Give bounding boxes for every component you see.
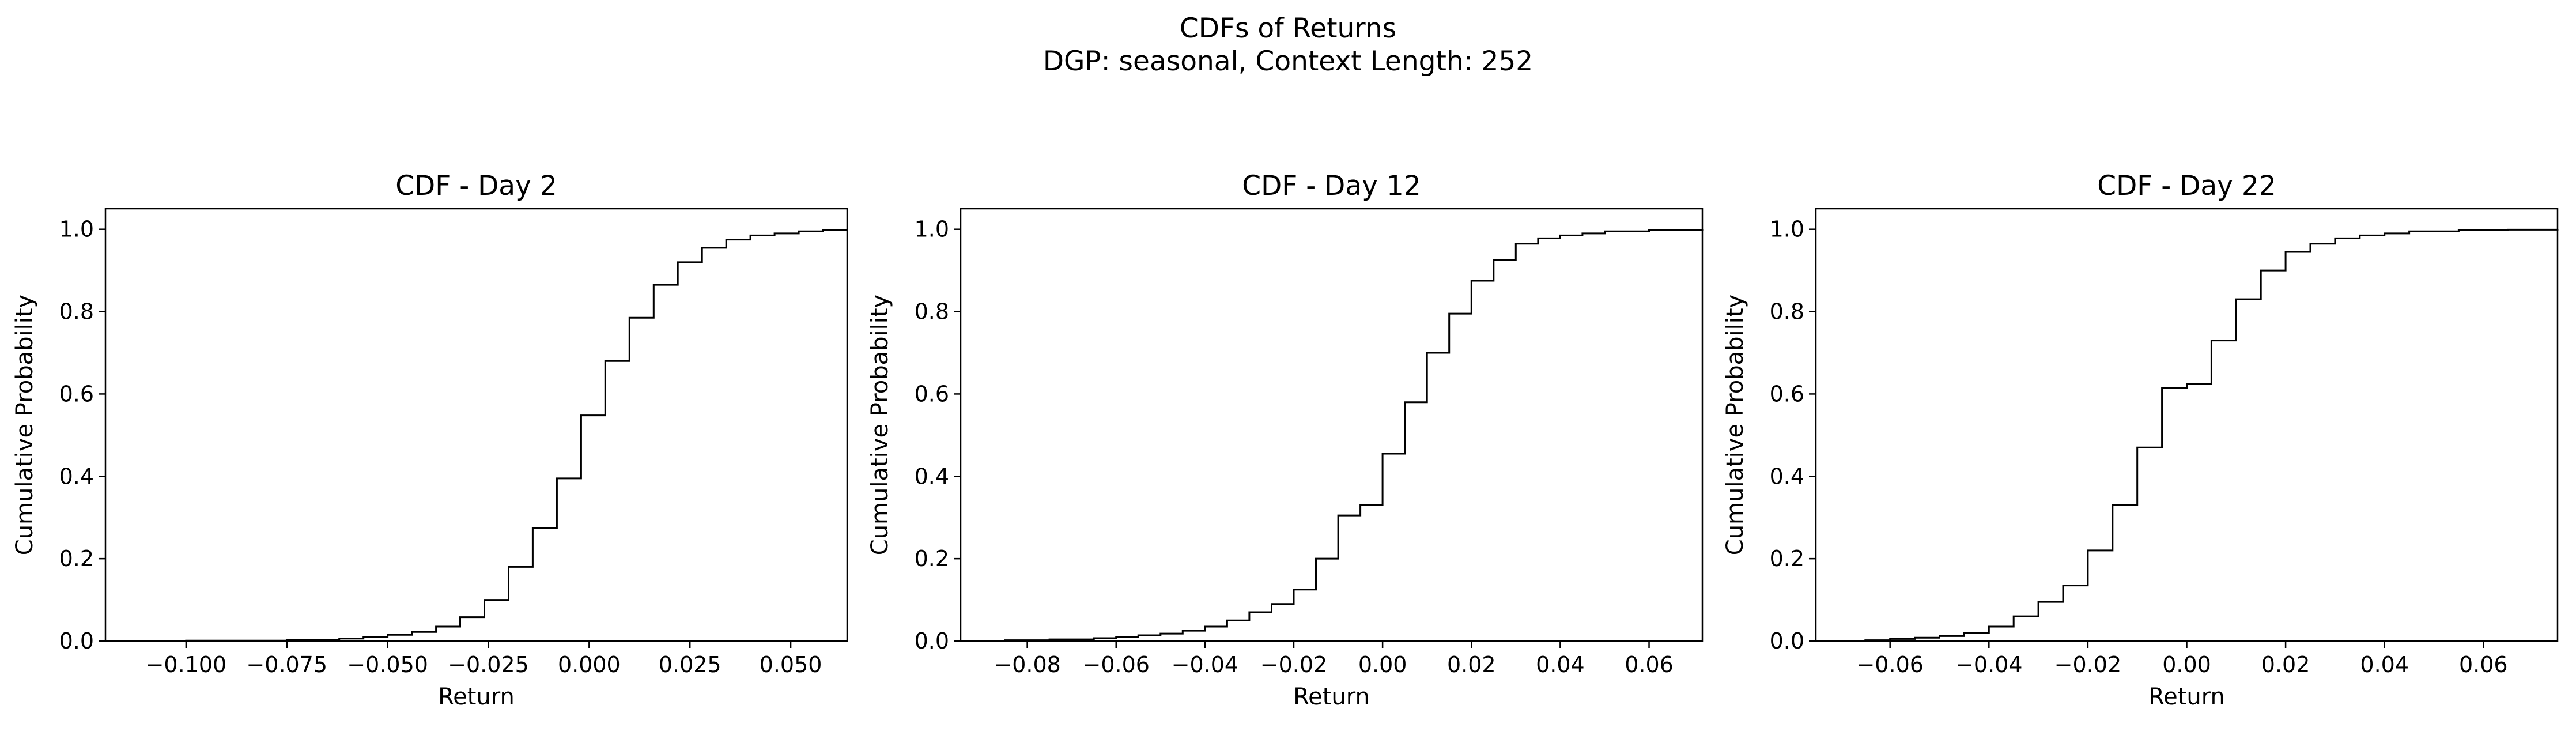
x-tick-label: 0.00 <box>1358 652 1407 677</box>
x-tick-label: −0.050 <box>347 652 428 677</box>
x-tick-label: 0.00 <box>2162 652 2211 677</box>
x-tick-label: −0.02 <box>1260 652 1327 677</box>
y-axis-label: Cumulative Probability <box>867 295 893 555</box>
plot-frame <box>104 208 848 642</box>
y-tick-label: 0.2 <box>1770 546 1804 571</box>
plot-frame <box>960 208 1704 642</box>
y-tick-label: 0.4 <box>1770 463 1804 489</box>
x-tick-label: 0.02 <box>1447 652 1496 677</box>
y-tick-label: 0.6 <box>59 381 94 406</box>
subplot-3: −0.06 −0.04 −0.02 0.00 0.02 0.04 0.06 0.0 0.2 0.4… <box>1722 170 2559 710</box>
y-tick-label: 0.6 <box>915 381 949 406</box>
x-axis-label: Return <box>438 684 515 710</box>
subplot-title: CDF - Day 2 <box>395 170 557 202</box>
x-axis-label: Return <box>2148 684 2225 710</box>
y-tick-label: 1.0 <box>1770 217 1804 242</box>
x-tick-label: −0.075 <box>246 652 327 677</box>
x-tick-label: 0.04 <box>2360 652 2409 677</box>
y-tick-label: 0.4 <box>915 463 949 489</box>
y-tick-label: 1.0 <box>915 217 949 242</box>
y-tick-label: 0.2 <box>915 546 949 571</box>
y-tick-label: 1.0 <box>59 217 94 242</box>
y-tick-label: 0.8 <box>915 299 949 325</box>
y-tick-label: 0.0 <box>1770 628 1804 654</box>
y-tick-label: 0.0 <box>59 628 94 654</box>
y-tick-label: 0.0 <box>915 628 949 654</box>
cdf-step-line <box>1816 228 2559 642</box>
x-tick-label: −0.100 <box>146 652 227 677</box>
x-tick-label: 0.000 <box>558 652 621 677</box>
plot-frame <box>1815 208 2559 642</box>
x-tick-label: −0.04 <box>1172 652 1238 677</box>
y-tick-label: 0.6 <box>1770 381 1804 406</box>
y-tick-label: 0.8 <box>59 299 94 325</box>
figure-title-line1: CDFs of Returns <box>1180 13 1396 44</box>
y-axis-label: Cumulative Probability <box>1722 295 1748 555</box>
subplot-1: −0.100 −0.075 −0.050 −0.025 0.000 0.025 0.050 0… <box>12 170 848 710</box>
x-tick-label: 0.050 <box>760 652 822 677</box>
x-tick-label: −0.06 <box>1083 652 1150 677</box>
y-tick-label: 0.8 <box>1770 299 1804 325</box>
x-tick-label: 0.06 <box>2459 652 2508 677</box>
figure-title-line2: DGP: seasonal, Context Length: 252 <box>1043 46 1533 77</box>
subplots: −0.100 −0.075 −0.050 −0.025 0.000 0.025 0.050 0… <box>12 170 2559 710</box>
x-tick-label: −0.04 <box>1955 652 2022 677</box>
cdf-step-line <box>961 229 1704 642</box>
y-tick-label: 0.2 <box>59 546 94 571</box>
x-tick-label: −0.08 <box>994 652 1060 677</box>
x-tick-label: 0.025 <box>659 652 722 677</box>
x-tick-label: 0.02 <box>2261 652 2310 677</box>
subplot-2: −0.08 −0.06 −0.04 −0.02 0.00 0.02 0.04 0.06 0.0 0… <box>867 170 1704 710</box>
x-tick-label: 0.04 <box>1536 652 1585 677</box>
x-tick-label: −0.06 <box>1856 652 1923 677</box>
y-tick-label: 0.4 <box>59 463 94 489</box>
cdf-step-line <box>105 229 848 642</box>
x-tick-label: 0.06 <box>1625 652 1674 677</box>
x-tick-label: −0.025 <box>448 652 529 677</box>
x-tick-label: −0.02 <box>2054 652 2121 677</box>
x-axis-label: Return <box>1293 684 1370 710</box>
subplot-title: CDF - Day 22 <box>2097 170 2276 202</box>
y-axis-label: Cumulative Probability <box>12 295 38 555</box>
subplot-title: CDF - Day 12 <box>1242 170 1421 202</box>
